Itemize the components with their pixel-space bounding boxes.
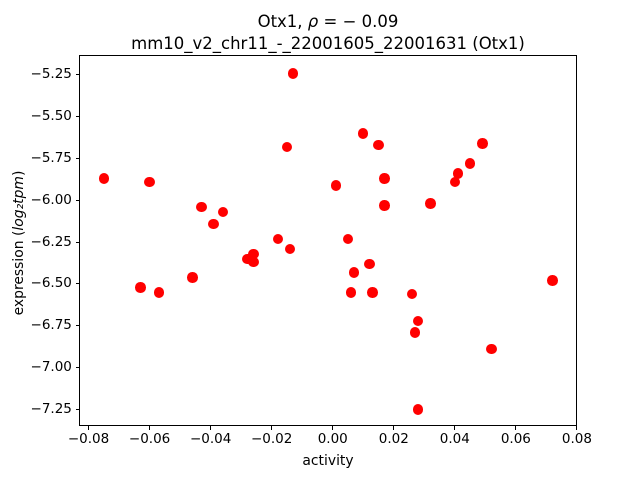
data-point — [284, 243, 296, 255]
data-point — [187, 272, 198, 283]
x-tick-mark — [576, 426, 578, 430]
y-tick-label: −5.50 — [30, 108, 72, 125]
x-tick-mark — [271, 426, 273, 430]
y-axis-label-suffix: ) — [11, 170, 27, 177]
x-tick-mark — [515, 426, 517, 430]
data-point — [144, 176, 155, 188]
y-tick-label: −6.25 — [30, 233, 72, 250]
data-point — [486, 343, 497, 355]
data-point — [217, 206, 229, 218]
data-point — [196, 201, 207, 213]
y-tick-label: −6.75 — [30, 317, 72, 334]
y-tick-mark — [75, 241, 80, 243]
data-point — [547, 275, 558, 286]
y-axis-label: expression (log₂tpm) — [11, 171, 27, 316]
y-tick-label: −6.50 — [30, 275, 72, 292]
y-tick-mark — [75, 74, 80, 76]
y-tick-mark — [75, 283, 80, 285]
data-point — [98, 173, 110, 184]
y-axis-label-math: log₂tpm — [11, 176, 27, 231]
x-tick-mark — [454, 426, 456, 430]
y-tick-mark — [75, 367, 80, 369]
y-tick-label: −6.00 — [30, 191, 72, 208]
data-point — [281, 141, 293, 153]
y-tick-label: −7.00 — [30, 359, 72, 376]
y-tick-label: −7.25 — [30, 400, 72, 417]
chart-title-prefix: Otx1, — [257, 12, 308, 31]
x-tick-label: −0.08 — [67, 431, 110, 448]
y-tick-label: −5.75 — [30, 150, 72, 167]
data-point — [135, 282, 146, 293]
x-tick-label: 0.08 — [561, 431, 592, 448]
data-point — [449, 176, 461, 188]
y-tick-mark — [75, 116, 80, 118]
data-point — [330, 180, 342, 191]
data-point — [412, 315, 424, 327]
x-tick-mark — [393, 426, 395, 430]
y-tick-label: −5.25 — [30, 66, 72, 83]
x-tick-label: −0.06 — [128, 431, 171, 448]
x-tick-mark — [332, 426, 334, 430]
y-axis-label-prefix: expression ( — [11, 230, 27, 316]
y-tick-mark — [75, 325, 80, 327]
y-tick-mark — [75, 199, 80, 201]
x-tick-label: −0.02 — [250, 431, 293, 448]
x-tick-mark — [88, 426, 90, 430]
x-tick-mark — [149, 426, 151, 430]
data-point — [406, 288, 418, 300]
x-tick-label: −0.04 — [189, 431, 232, 448]
chart-title: Otx1, ρ = − 0.09 — [79, 12, 577, 32]
data-point — [425, 198, 436, 209]
data-point — [464, 158, 476, 169]
data-point — [342, 233, 354, 245]
x-tick-label: 0.02 — [378, 431, 409, 448]
x-tick-label: 0.00 — [317, 431, 348, 448]
data-point — [345, 287, 357, 298]
x-tick-label: 0.04 — [439, 431, 470, 448]
x-axis-label: activity — [302, 453, 354, 469]
data-point — [412, 404, 424, 415]
data-point — [287, 68, 299, 79]
data-point — [208, 218, 219, 230]
chart-title-rho-value: = − 0.09 — [318, 12, 399, 31]
data-point — [379, 200, 390, 211]
chart-title-rho-symbol: ρ — [307, 12, 319, 31]
data-point — [364, 258, 375, 270]
data-point — [153, 287, 164, 298]
data-point — [272, 233, 284, 245]
data-point — [477, 138, 488, 149]
data-point — [348, 267, 360, 278]
data-point — [379, 173, 390, 184]
data-point — [367, 287, 378, 298]
plot-area — [79, 54, 577, 427]
x-tick-label: 0.06 — [500, 431, 531, 448]
data-point — [409, 327, 421, 338]
data-point — [242, 253, 253, 265]
chart-subtitle: mm10_v2_chr11_-_22001605_22001631 (Otx1) — [131, 34, 525, 53]
y-tick-mark — [75, 408, 80, 410]
data-point — [357, 128, 369, 139]
data-point — [248, 256, 259, 268]
data-point — [248, 248, 259, 260]
data-point — [452, 168, 464, 179]
y-tick-mark — [75, 158, 80, 160]
x-tick-mark — [210, 426, 212, 430]
data-point — [373, 139, 384, 151]
